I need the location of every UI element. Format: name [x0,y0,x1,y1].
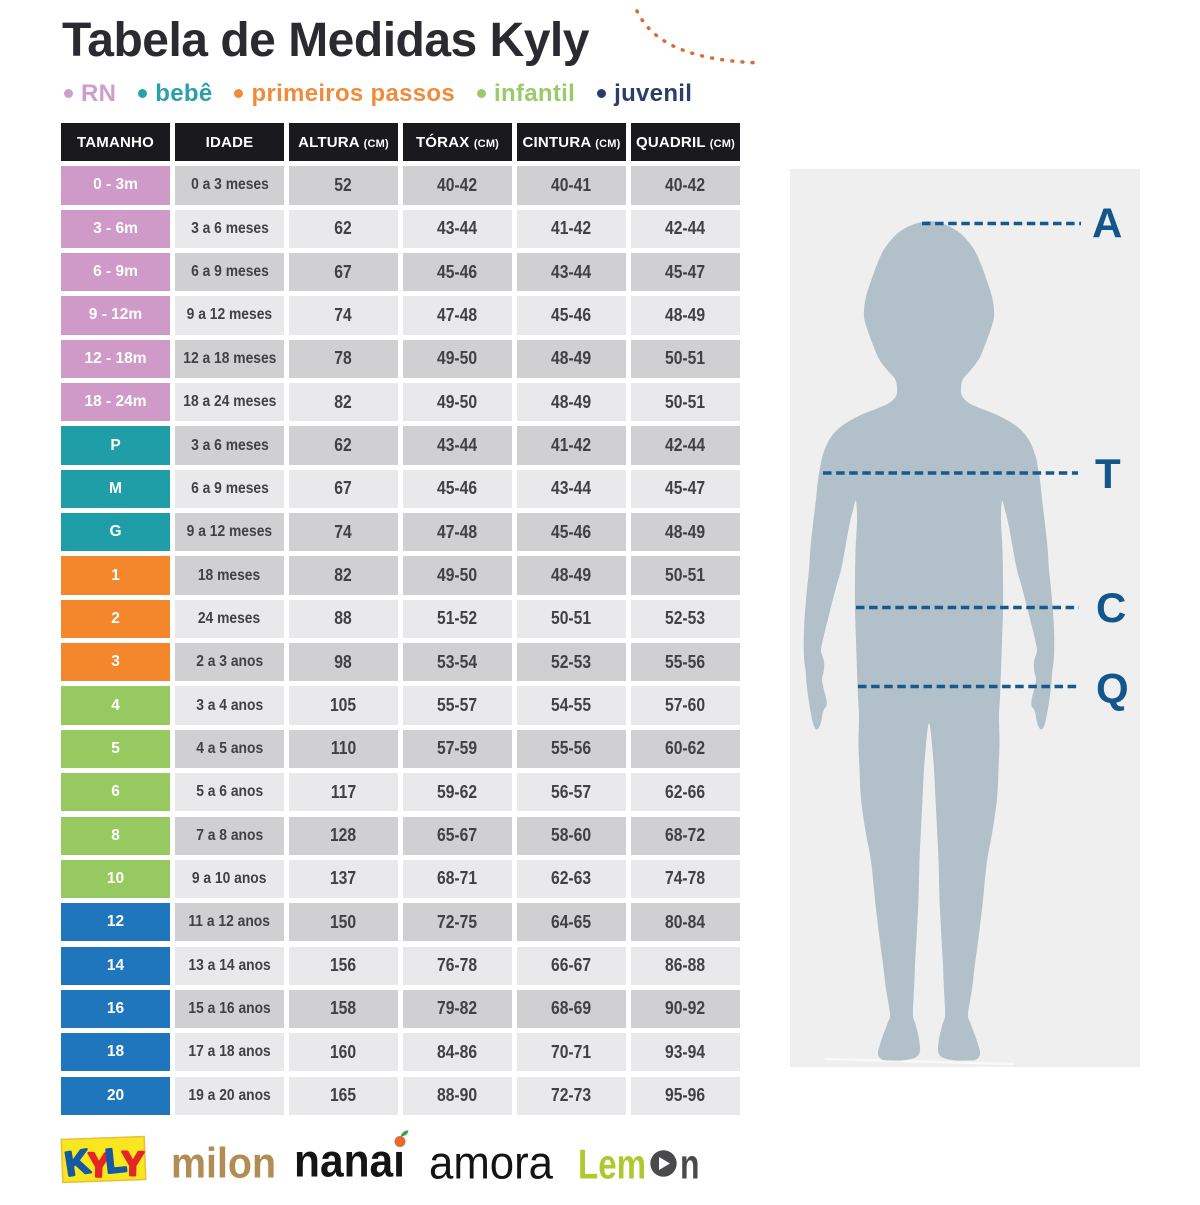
svg-text:C: C [1096,584,1126,631]
svg-text:nanaı: nanaı [294,1135,405,1187]
svg-text:Lem: Lem [578,1141,646,1188]
svg-text:T: T [1095,450,1121,497]
svg-text:Y: Y [121,1145,145,1183]
svg-text:Q: Q [1096,665,1129,712]
svg-text:milon: milon [171,1140,276,1188]
svg-text:amora: amora [429,1137,553,1189]
svg-text:A: A [1092,200,1122,247]
svg-text:n: n [680,1141,700,1188]
svg-text:Y: Y [87,1146,111,1185]
